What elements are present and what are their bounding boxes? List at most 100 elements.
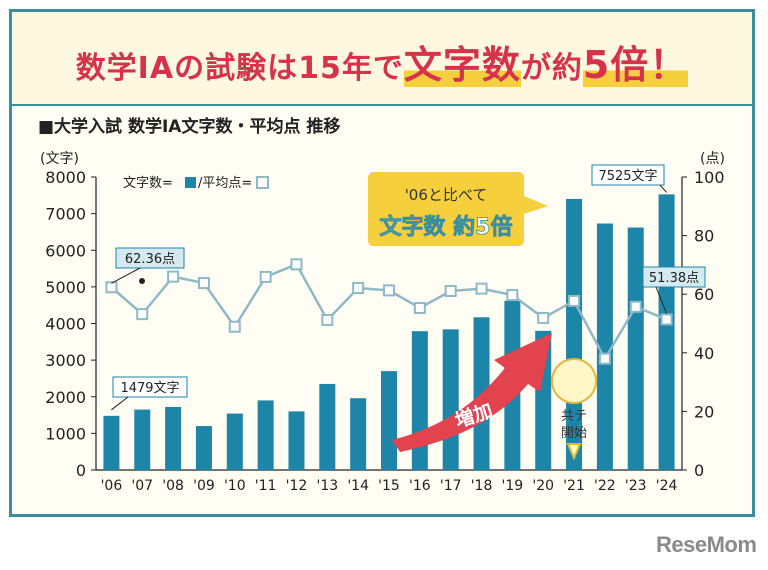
x-tick-label: '17 bbox=[440, 478, 462, 494]
headline-part2: 文字数 bbox=[403, 43, 521, 87]
score-marker bbox=[228, 320, 241, 333]
callout-box bbox=[368, 172, 548, 246]
score-marker bbox=[197, 277, 210, 290]
y-right-tick-label: 40 bbox=[694, 344, 714, 363]
score-marker bbox=[629, 300, 642, 313]
increase-arrow bbox=[392, 333, 552, 452]
score-marker bbox=[136, 308, 149, 321]
bar bbox=[658, 194, 675, 470]
chart-subtitle: ■大学入試 数学ⅠA文字数・平均点 推移 bbox=[38, 117, 341, 137]
bar bbox=[411, 331, 428, 470]
score-marker bbox=[259, 270, 272, 283]
headline-part1: 数学ⅠAの試験は15年で bbox=[75, 51, 404, 86]
y-left-tick-label: 5000 bbox=[45, 278, 86, 297]
bar bbox=[288, 411, 305, 470]
y-left-tick-label: 1000 bbox=[45, 424, 86, 443]
bar bbox=[165, 407, 182, 470]
y-left-tick-label: 4000 bbox=[45, 315, 86, 334]
score-marker bbox=[660, 313, 673, 326]
y-right-unit: (点) bbox=[700, 151, 725, 167]
y-right-tick-label: 0 bbox=[694, 461, 704, 480]
x-tick-label: '22 bbox=[594, 478, 616, 494]
callout-line1: '06と比べて bbox=[405, 186, 488, 204]
legend-swatch-bar bbox=[185, 177, 196, 188]
leader-last-score bbox=[655, 286, 668, 314]
y-right-tick-label: 60 bbox=[694, 285, 714, 304]
bar bbox=[627, 227, 644, 470]
y-left-tick-label: 7000 bbox=[45, 205, 86, 224]
label-box-first-score bbox=[115, 247, 185, 269]
x-tick-label: '14 bbox=[347, 478, 369, 494]
y-left-tick-label: 6000 bbox=[45, 241, 86, 260]
y-right-tick-label: 100 bbox=[694, 168, 725, 187]
x-tick-label: '20 bbox=[532, 478, 554, 494]
score-marker bbox=[352, 282, 365, 295]
y-left-tick-label: 0 bbox=[76, 461, 86, 480]
headline: 数学ⅠAの試験は15年で文字数が約5倍！ bbox=[12, 34, 752, 89]
legend-swatch-line bbox=[256, 176, 269, 189]
start-bubble bbox=[551, 358, 598, 404]
label-first-score: 62.36点 bbox=[125, 252, 175, 267]
x-tick-label: '06 bbox=[101, 478, 123, 494]
x-tick-label: '23 bbox=[625, 478, 647, 494]
x-tick-label: '09 bbox=[193, 478, 215, 494]
score-marker bbox=[506, 289, 519, 302]
bar bbox=[195, 426, 212, 470]
score-marker bbox=[444, 284, 457, 297]
headline-part3: が約 bbox=[520, 51, 583, 86]
x-tick-label: '07 bbox=[131, 478, 153, 494]
legend-label-count: 文字数= bbox=[123, 176, 173, 191]
bar bbox=[350, 398, 367, 470]
score-marker bbox=[167, 270, 180, 283]
bar bbox=[226, 413, 243, 470]
score-marker bbox=[290, 258, 303, 271]
x-tick-label: '16 bbox=[409, 478, 431, 494]
score-marker bbox=[413, 301, 426, 314]
y-right-tick-label: 80 bbox=[694, 227, 714, 246]
score-marker bbox=[537, 311, 550, 324]
label-first-count: 1479文字 bbox=[120, 381, 179, 396]
x-tick-label: '13 bbox=[316, 478, 338, 494]
x-tick-label: '12 bbox=[286, 478, 308, 494]
y-left-tick-label: 8000 bbox=[45, 168, 86, 187]
label-last-count: 7525文字 bbox=[598, 169, 657, 184]
x-tick-label: '24 bbox=[656, 478, 678, 494]
y-left-tick-label: 3000 bbox=[45, 351, 86, 370]
y-left-unit: (文字) bbox=[40, 151, 79, 167]
x-tick-label: '08 bbox=[162, 478, 184, 494]
y-left-tick-label: 2000 bbox=[45, 388, 86, 407]
bar bbox=[257, 400, 274, 470]
header-banner: 数学ⅠAの試験は15年で文字数が約5倍！ bbox=[12, 12, 752, 106]
callout-line2: 文字数 約5倍 bbox=[380, 214, 513, 240]
leader-first-count bbox=[111, 396, 129, 411]
bubble-line1: 共テ bbox=[561, 409, 587, 424]
x-tick-label: '15 bbox=[378, 478, 400, 494]
x-tick-label: '19 bbox=[502, 478, 524, 494]
bar bbox=[134, 409, 151, 470]
label-box-last-score bbox=[642, 266, 706, 288]
leader-first-score bbox=[111, 267, 141, 284]
score-marker bbox=[105, 281, 118, 294]
bar bbox=[442, 329, 459, 470]
score-marker bbox=[321, 313, 334, 326]
bar bbox=[103, 415, 120, 470]
x-tick-label: '10 bbox=[224, 478, 246, 494]
x-tick-label: '11 bbox=[255, 478, 277, 494]
bar bbox=[381, 371, 397, 470]
label-last-score: 51.38点 bbox=[649, 271, 699, 286]
leader-dot bbox=[139, 278, 145, 284]
score-marker bbox=[475, 282, 488, 295]
bar bbox=[596, 223, 613, 470]
y-right-tick-label: 20 bbox=[694, 402, 714, 421]
label-box-first-count bbox=[112, 376, 188, 398]
score-marker bbox=[568, 294, 581, 307]
leader-last-count bbox=[659, 184, 667, 193]
start-bubble-tail bbox=[566, 443, 582, 461]
label-box-last-count bbox=[591, 164, 665, 186]
bubble-line2: 開始 bbox=[561, 426, 587, 441]
score-marker bbox=[598, 352, 611, 365]
headline-part4: 5倍！ bbox=[582, 43, 689, 87]
legend-label-score: /平均点= bbox=[198, 176, 252, 191]
score-marker bbox=[383, 284, 395, 297]
